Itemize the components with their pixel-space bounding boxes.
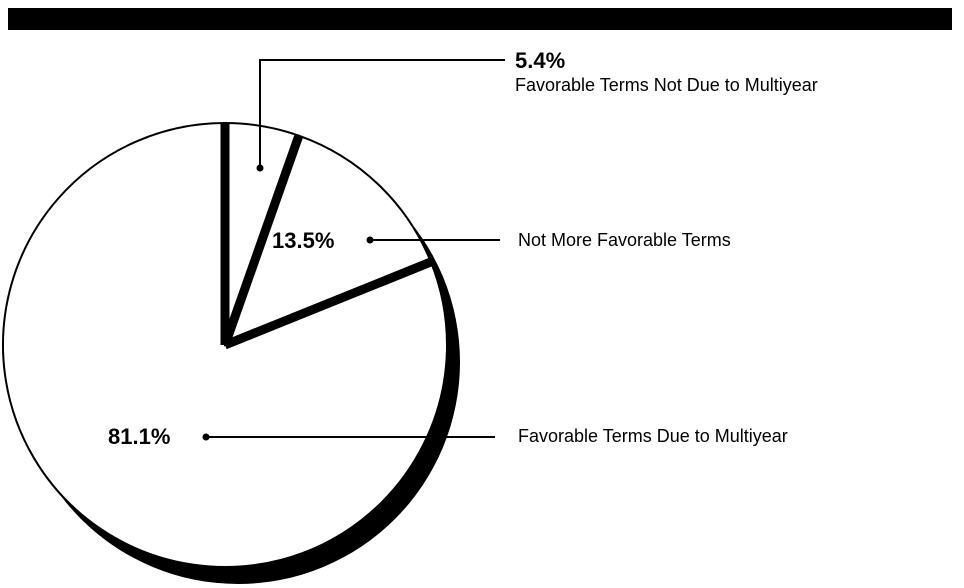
header-bar — [8, 8, 952, 30]
value-label: 13.5% — [272, 228, 334, 253]
slice-divider — [223, 257, 433, 350]
pie-slice — [223, 134, 433, 347]
pie-slice — [2, 121, 448, 568]
category-label: Favorable Terms Due to Multiyear — [518, 426, 788, 446]
leader-dot — [366, 236, 374, 244]
leader-dot — [256, 164, 264, 172]
value-label: 81.1% — [108, 424, 170, 449]
slice-divider — [220, 134, 304, 347]
value-label: 5.4% — [515, 48, 565, 73]
category-label: Favorable Terms Not Due to Multiyear — [515, 75, 818, 95]
slices — [2, 121, 448, 568]
leader-line — [259, 59, 505, 168]
labels: 5.4%Favorable Terms Not Due to Multiyear… — [108, 48, 818, 449]
category-label: Not More Favorable Terms — [518, 230, 731, 250]
leader-dot — [202, 433, 210, 441]
